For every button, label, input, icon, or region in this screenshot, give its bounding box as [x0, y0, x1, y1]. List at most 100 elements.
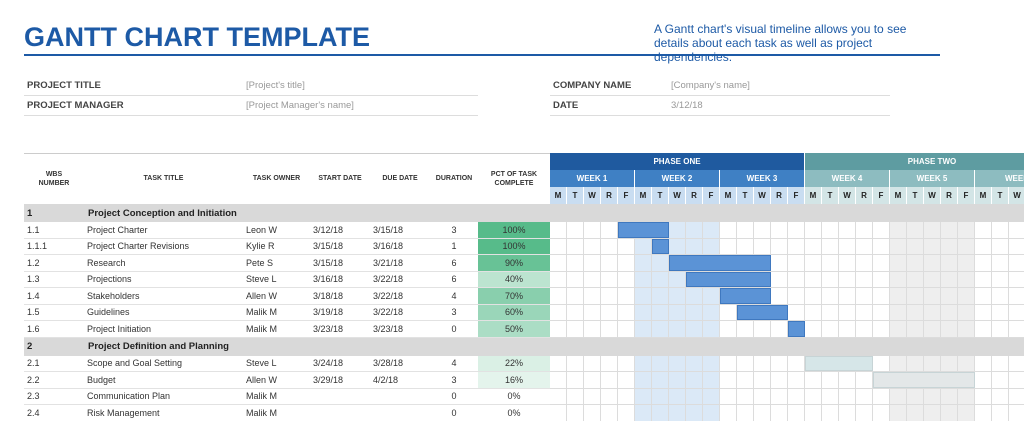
- info-value: [Project's title]: [246, 79, 305, 91]
- day-header: M: [720, 187, 737, 204]
- gantt-cell: [584, 288, 601, 305]
- section-title: Project Conception and Initiation: [88, 207, 237, 219]
- gantt-cell: [924, 388, 941, 405]
- gantt-cell: [822, 405, 839, 421]
- gantt-cell: [907, 304, 924, 321]
- task-cell: 3/22/18: [373, 274, 404, 285]
- gantt-cell: [873, 355, 890, 372]
- gantt-cell: [805, 238, 822, 255]
- task-cell: Project Charter Revisions: [87, 241, 190, 252]
- gantt-cell: [771, 222, 788, 239]
- row-rule: [24, 270, 550, 272]
- gantt-cell: [924, 288, 941, 305]
- gantt-cell: [601, 222, 618, 239]
- gantt-cell: [686, 405, 703, 421]
- gantt-cell: [941, 405, 958, 421]
- gantt-cell: [1009, 388, 1024, 405]
- gantt-cell: [924, 271, 941, 288]
- phase-header: PHASE ONE: [550, 153, 805, 170]
- gantt-cell: [924, 222, 941, 239]
- gantt-bar: [720, 288, 771, 304]
- column-header: DUE DATE: [382, 175, 418, 182]
- task-cell: Projections: [87, 274, 132, 285]
- gantt-cell: [1009, 372, 1024, 389]
- gantt-cell: [703, 405, 720, 421]
- task-cell: Budget: [87, 374, 116, 385]
- gantt-cell: [975, 405, 992, 421]
- gantt-cell: [890, 288, 907, 305]
- gantt-cell: [856, 255, 873, 272]
- gantt-cell: [839, 222, 856, 239]
- gantt-cell: [822, 271, 839, 288]
- gantt-cell: [652, 355, 669, 372]
- gantt-cell: [720, 304, 737, 321]
- title-rule: [24, 54, 940, 56]
- gantt-cell: [924, 355, 941, 372]
- gantt-cell: [635, 355, 652, 372]
- task-cell: [310, 389, 370, 405]
- gantt-cell: [567, 405, 584, 421]
- week-header: WEEK 2: [635, 170, 720, 187]
- task-cell: 3/28/18: [373, 358, 404, 369]
- task-cell: Malik M: [246, 323, 277, 334]
- section-wbs: 1: [27, 207, 33, 219]
- gantt-cell: [856, 304, 873, 321]
- gantt-cell: [686, 304, 703, 321]
- gantt-cell: [822, 222, 839, 239]
- info-rule: [550, 95, 890, 96]
- task-cell: 3: [451, 307, 457, 318]
- gantt-cell: [1009, 255, 1024, 272]
- gantt-cell: [601, 321, 618, 338]
- row-rule: [24, 254, 550, 255]
- row-rule: [24, 404, 550, 405]
- gantt-cell: [788, 271, 805, 288]
- gantt-cell: [856, 405, 873, 421]
- gantt-cell: [737, 405, 754, 421]
- task-cell: Allen W: [246, 290, 278, 301]
- gantt-cell: [669, 304, 686, 321]
- gantt-cell: [754, 321, 771, 338]
- task-cell: Malik M: [246, 307, 277, 318]
- task-cell: 2.2: [27, 374, 40, 385]
- gantt-cell: [601, 355, 618, 372]
- row-rule: [24, 387, 550, 389]
- gantt-cell: [924, 238, 941, 255]
- gantt-cell: [873, 288, 890, 305]
- gantt-cell: [550, 222, 567, 239]
- task-cell: Guidelines: [87, 307, 130, 318]
- task-cell: 3/12/18: [313, 224, 344, 235]
- gantt-cell: [839, 288, 856, 305]
- gantt-cell: [618, 321, 635, 338]
- gantt-cell: [601, 238, 618, 255]
- gantt-cell: [958, 255, 975, 272]
- gantt-cell: [601, 271, 618, 288]
- task-cell: [310, 405, 370, 421]
- column-header: DURATION: [435, 175, 473, 182]
- gantt-cell: [992, 388, 1009, 405]
- gantt-cell: [975, 355, 992, 372]
- gantt-cell: [788, 238, 805, 255]
- gantt-cell: [839, 255, 856, 272]
- day-header: W: [924, 187, 941, 204]
- row-rule: [24, 336, 550, 338]
- gantt-cell: [652, 405, 669, 421]
- gantt-cell: [890, 271, 907, 288]
- gantt-cell: [839, 271, 856, 288]
- task-cell: 1.3: [27, 274, 40, 285]
- task-cell: 3/16/18: [373, 241, 404, 252]
- week-header: WEEK 4: [805, 170, 890, 187]
- task-cell: 4/2/18: [373, 374, 399, 385]
- percent-cell: 90%: [478, 255, 550, 271]
- gantt-cell: [941, 255, 958, 272]
- gantt-cell: [1009, 288, 1024, 305]
- gantt-cell: [584, 405, 601, 421]
- gantt-cell: [601, 372, 618, 389]
- task-cell: Project Initiation: [87, 323, 152, 334]
- gantt-cell: [992, 304, 1009, 321]
- gantt-cell: [771, 255, 788, 272]
- info-rule: [24, 95, 478, 96]
- gantt-cell: [873, 388, 890, 405]
- section-row: [24, 337, 1024, 356]
- gantt-cell: [720, 388, 737, 405]
